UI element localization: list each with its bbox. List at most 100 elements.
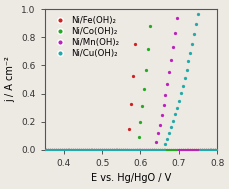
- Point: [88, 148, 92, 151]
- Ni/Co(OH)₂: [148, 25, 151, 28]
- Point: [188, 148, 191, 151]
- Ni/Mn(OH)₂: [174, 17, 178, 20]
- Point: [144, 148, 147, 151]
- Point: [107, 148, 111, 151]
- Point: [73, 148, 77, 151]
- Point: [144, 148, 147, 151]
- Point: [127, 148, 130, 151]
- Point: [102, 148, 105, 151]
- Point: [157, 148, 161, 151]
- Point: [130, 148, 134, 151]
- Point: [86, 148, 90, 151]
- Point: [98, 148, 102, 151]
- Point: [90, 148, 94, 151]
- Point: [146, 148, 149, 151]
- Point: [85, 148, 88, 151]
- Ni/Mn(OH)₂: [151, 148, 155, 151]
- Ni/Mn(OH)₂: [171, 45, 174, 48]
- Point: [203, 148, 207, 151]
- Ni/Fe(OH)₂: [125, 148, 128, 151]
- Point: [52, 148, 56, 151]
- Point: [113, 148, 117, 151]
- Ni/Cu(OH)₂: [169, 125, 172, 129]
- Point: [115, 148, 119, 151]
- Point: [107, 148, 111, 151]
- Point: [171, 148, 174, 151]
- Point: [90, 148, 94, 151]
- Point: [119, 148, 123, 151]
- Point: [121, 148, 125, 151]
- Ni/Co(OH)₂: [136, 135, 140, 138]
- Ni/Mn(OH)₂: [157, 123, 161, 126]
- Point: [211, 148, 214, 151]
- Point: [123, 148, 126, 151]
- Point: [92, 148, 96, 151]
- Point: [75, 148, 79, 151]
- Point: [213, 148, 216, 151]
- Point: [94, 148, 98, 151]
- Point: [104, 148, 107, 151]
- Point: [79, 148, 82, 151]
- Point: [88, 148, 92, 151]
- Point: [172, 148, 176, 151]
- Point: [186, 148, 189, 151]
- Point: [79, 148, 82, 151]
- Point: [54, 148, 58, 151]
- Point: [100, 148, 104, 151]
- Point: [71, 148, 75, 151]
- Point: [60, 148, 63, 151]
- Point: [128, 148, 132, 151]
- Point: [151, 148, 155, 151]
- Point: [165, 148, 169, 151]
- Point: [136, 148, 140, 151]
- Point: [178, 148, 182, 151]
- Point: [62, 148, 65, 151]
- Point: [52, 148, 56, 151]
- Point: [213, 148, 216, 151]
- Point: [58, 148, 61, 151]
- Point: [115, 148, 119, 151]
- Point: [136, 148, 140, 151]
- Point: [102, 148, 105, 151]
- Point: [172, 148, 176, 151]
- Point: [165, 148, 169, 151]
- Point: [155, 148, 159, 151]
- Point: [195, 148, 199, 151]
- Point: [215, 148, 218, 151]
- Ni/Co(OH)₂: [134, 148, 138, 151]
- Point: [195, 148, 199, 151]
- Point: [146, 148, 149, 151]
- Point: [132, 148, 136, 151]
- Point: [203, 148, 207, 151]
- Ni/Cu(OH)₂: [194, 23, 197, 26]
- Point: [81, 148, 84, 151]
- Point: [128, 148, 132, 151]
- Point: [46, 148, 50, 151]
- Point: [130, 148, 134, 151]
- Point: [106, 148, 109, 151]
- Ni/Cu(OH)₂: [165, 137, 169, 140]
- Point: [113, 148, 117, 151]
- Point: [67, 148, 71, 151]
- Ni/Mn(OH)₂: [153, 140, 157, 143]
- Ni/Cu(OH)₂: [172, 113, 176, 116]
- Point: [136, 148, 140, 151]
- Point: [127, 148, 130, 151]
- Point: [142, 148, 145, 151]
- Point: [92, 148, 96, 151]
- Point: [140, 148, 144, 151]
- Point: [60, 148, 63, 151]
- Point: [77, 148, 81, 151]
- Point: [213, 148, 216, 151]
- Ni/Cu(OH)₂: [182, 77, 186, 80]
- Point: [56, 148, 60, 151]
- Point: [50, 148, 54, 151]
- Point: [88, 148, 92, 151]
- Ni/Mn(OH)₂: [165, 82, 169, 85]
- Point: [140, 148, 144, 151]
- Point: [167, 148, 170, 151]
- Point: [155, 148, 159, 151]
- Point: [94, 148, 98, 151]
- Point: [98, 148, 102, 151]
- Point: [138, 148, 142, 151]
